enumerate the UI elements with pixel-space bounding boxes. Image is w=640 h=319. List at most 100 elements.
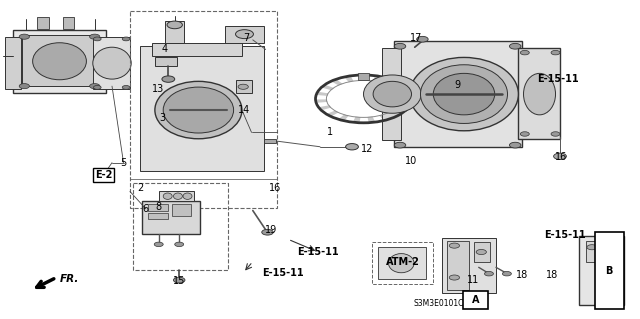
Bar: [225, 26, 264, 43]
Bar: [586, 241, 616, 262]
Ellipse shape: [33, 43, 86, 80]
Bar: [518, 48, 560, 139]
Bar: [5, 37, 21, 89]
Circle shape: [162, 76, 175, 82]
Circle shape: [520, 132, 529, 136]
Ellipse shape: [364, 75, 421, 113]
Circle shape: [122, 37, 130, 41]
Bar: [140, 46, 264, 171]
Circle shape: [417, 36, 428, 42]
Wedge shape: [316, 99, 328, 103]
Bar: [463, 291, 488, 309]
Text: 18: 18: [515, 270, 528, 280]
Bar: [372, 242, 433, 284]
Circle shape: [173, 277, 185, 283]
Wedge shape: [372, 76, 381, 82]
Ellipse shape: [373, 81, 412, 107]
Wedge shape: [399, 99, 412, 102]
Circle shape: [602, 265, 612, 271]
Ellipse shape: [524, 73, 556, 115]
Text: FR.: FR.: [60, 274, 79, 284]
Ellipse shape: [183, 193, 192, 199]
Circle shape: [236, 30, 253, 39]
Wedge shape: [344, 76, 354, 82]
Circle shape: [509, 43, 521, 49]
Bar: [595, 262, 611, 293]
Text: 8: 8: [156, 202, 162, 212]
Bar: [142, 201, 200, 234]
Circle shape: [394, 43, 406, 49]
Text: 19: 19: [264, 225, 277, 235]
Text: 13: 13: [152, 84, 164, 94]
Circle shape: [154, 242, 163, 247]
Text: 18: 18: [545, 270, 558, 280]
Text: 14: 14: [237, 105, 250, 115]
Circle shape: [602, 285, 612, 290]
Bar: [133, 183, 228, 270]
Circle shape: [122, 85, 130, 89]
Wedge shape: [379, 114, 390, 121]
Bar: [264, 139, 276, 143]
Circle shape: [509, 142, 521, 148]
Circle shape: [551, 132, 560, 136]
Bar: [442, 238, 496, 293]
Text: 4: 4: [162, 44, 168, 55]
Circle shape: [484, 271, 493, 276]
Ellipse shape: [420, 65, 508, 123]
Wedge shape: [326, 110, 339, 116]
Circle shape: [19, 34, 29, 39]
Circle shape: [90, 84, 100, 89]
Bar: [165, 21, 184, 43]
Circle shape: [449, 243, 460, 248]
Bar: [13, 30, 106, 93]
Wedge shape: [331, 79, 343, 85]
Circle shape: [90, 34, 100, 39]
Circle shape: [476, 249, 486, 255]
Text: ATM-2: ATM-2: [387, 257, 420, 267]
Bar: [236, 80, 252, 93]
Ellipse shape: [163, 193, 172, 199]
Text: 2: 2: [138, 183, 144, 193]
Text: 16: 16: [555, 152, 568, 162]
Text: 10: 10: [404, 156, 417, 166]
Circle shape: [93, 37, 101, 41]
Text: E-15-11: E-15-11: [537, 74, 579, 84]
Text: 15: 15: [173, 276, 186, 286]
Bar: [358, 73, 369, 80]
Text: E-2: E-2: [95, 170, 113, 180]
Ellipse shape: [388, 254, 414, 273]
Circle shape: [449, 275, 460, 280]
Wedge shape: [398, 91, 411, 95]
Circle shape: [502, 271, 511, 276]
Text: 3: 3: [159, 113, 165, 123]
Text: A: A: [472, 295, 479, 305]
Bar: [148, 204, 168, 211]
Text: 1: 1: [326, 127, 333, 137]
Wedge shape: [353, 117, 360, 123]
Wedge shape: [399, 99, 412, 102]
Text: 7: 7: [243, 33, 250, 43]
Bar: [22, 35, 96, 86]
Circle shape: [346, 144, 358, 150]
Bar: [63, 17, 74, 29]
Bar: [37, 17, 49, 29]
Circle shape: [19, 84, 29, 89]
Bar: [152, 43, 242, 56]
Text: E-15-11: E-15-11: [262, 268, 304, 278]
Bar: [447, 241, 469, 290]
Circle shape: [520, 50, 529, 55]
Text: E-15-11: E-15-11: [297, 247, 339, 257]
Wedge shape: [321, 85, 334, 90]
Text: 6: 6: [143, 204, 149, 214]
Circle shape: [394, 142, 406, 148]
Circle shape: [554, 153, 566, 160]
Bar: [130, 11, 277, 208]
Ellipse shape: [155, 81, 242, 139]
Text: E-15-11: E-15-11: [543, 230, 586, 241]
Text: B: B: [605, 265, 613, 276]
Ellipse shape: [173, 193, 182, 199]
Wedge shape: [360, 75, 366, 81]
Bar: [579, 236, 624, 305]
Ellipse shape: [163, 87, 234, 133]
Text: 16: 16: [269, 183, 282, 193]
